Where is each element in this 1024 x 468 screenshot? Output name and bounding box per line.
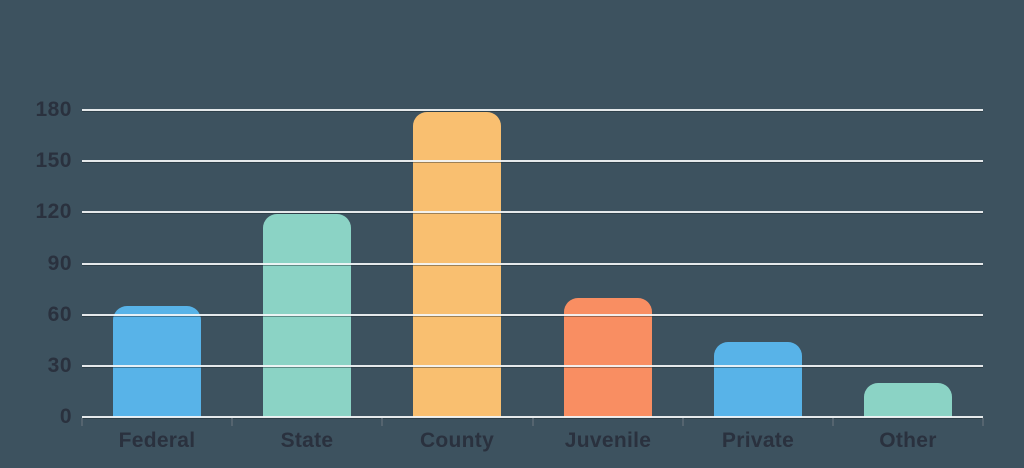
x-category-label-juvenile: Juvenile (564, 429, 652, 452)
x-axis-tick (381, 418, 383, 426)
bar-federal (113, 306, 202, 417)
x-category-label-private: Private (721, 429, 795, 452)
plot-area (82, 109, 983, 418)
bar-juvenile (563, 298, 652, 417)
gridline (82, 262, 983, 265)
y-tick-label: 30 (47, 354, 72, 377)
y-tick-label: 180 (35, 98, 72, 121)
x-axis-tick (81, 418, 83, 426)
gridline (82, 109, 983, 111)
gridline (82, 211, 983, 214)
x-axis-tick (532, 418, 534, 426)
x-axis-line (82, 416, 983, 418)
bar-other (863, 383, 952, 417)
y-tick-label: 0 (59, 405, 72, 428)
x-category-label-county: County (419, 429, 495, 452)
bar-private (713, 342, 802, 417)
x-axis-tick (231, 418, 233, 426)
x-axis-tick (682, 418, 684, 426)
x-category-label-state: State (280, 429, 334, 452)
gridline (82, 364, 983, 367)
y-tick-label: 120 (35, 200, 72, 223)
y-tick-label: 90 (47, 252, 72, 275)
y-tick-label: 150 (35, 149, 72, 172)
x-category-label-federal: Federal (118, 429, 196, 452)
bar-county (413, 112, 502, 417)
gridline (82, 160, 983, 163)
gridline (82, 313, 983, 316)
x-axis-tick (832, 418, 834, 426)
y-tick-label: 60 (47, 303, 72, 326)
x-category-label-other: Other (879, 429, 937, 452)
x-axis-tick (982, 418, 984, 426)
